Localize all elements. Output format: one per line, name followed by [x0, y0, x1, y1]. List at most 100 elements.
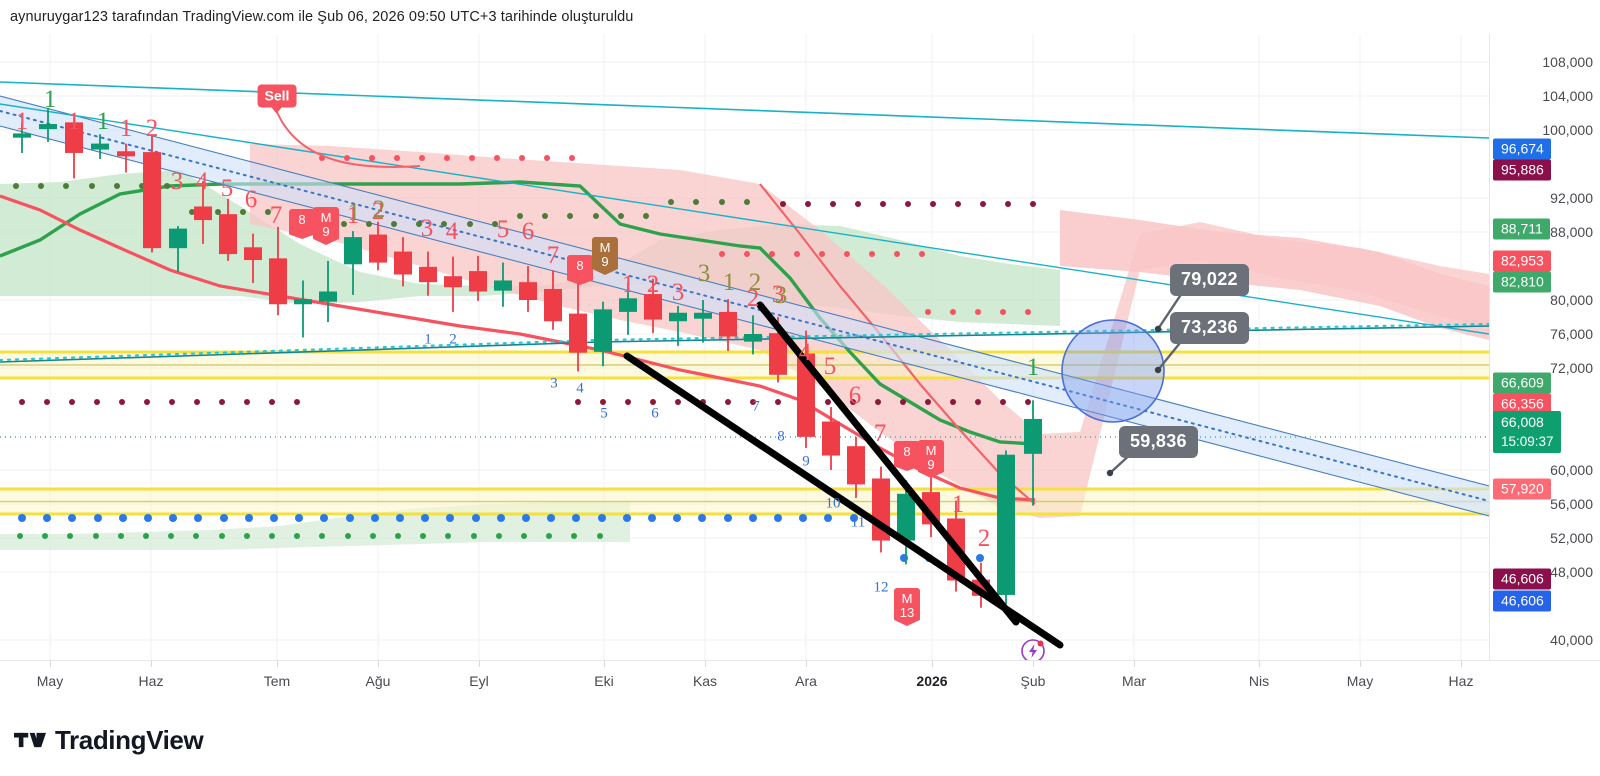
time-tick-mark — [277, 661, 278, 667]
candlestick — [344, 231, 362, 295]
time-tick-mark — [151, 661, 152, 667]
last-price-badge[interactable]: 66,008 15:09:37 — [1493, 411, 1561, 453]
time-tick-mark — [1134, 661, 1135, 667]
time-tick: Şub — [1020, 673, 1046, 689]
price-axis[interactable]: 108,000 104,000 100,000 92,000 88,000 80,000 7… — [1489, 34, 1600, 660]
candlestick — [294, 280, 312, 338]
price-tick: 88,000 — [1550, 224, 1593, 240]
candlestick — [117, 143, 135, 173]
time-tick: Tem — [263, 673, 291, 689]
time-axis[interactable]: May Haz Tem Ağu Eyl Eki Kas Ara 2026 Şub Mar Nis May… — [0, 660, 1600, 704]
time-tick: Ara — [795, 673, 817, 689]
td-badge-top: M — [320, 210, 332, 225]
time-tick: Eyl — [469, 673, 489, 689]
candlestick — [319, 260, 337, 323]
td-badge-bottom: 9 — [322, 224, 330, 239]
badge-66356[interactable]: 66,356 — [1493, 393, 1551, 415]
candlestick — [91, 134, 109, 159]
chart-credit-header: aynuruygar123 tarafından TradingView.com… — [0, 0, 1600, 34]
sar-dots-darkred-mid2 — [575, 399, 1031, 405]
sell-signal-arc — [276, 111, 421, 168]
candlestick — [469, 255, 487, 301]
candlestick — [569, 283, 587, 372]
trendline-black-2 — [756, 301, 1020, 626]
td-badge-top: M — [901, 591, 913, 606]
time-tick: May — [1346, 673, 1374, 689]
sar-dots-red-upper — [719, 251, 925, 257]
sar-dots-olive — [13, 183, 750, 227]
badge-82810[interactable]: 82,810 — [1493, 271, 1551, 293]
candlestick — [244, 233, 262, 283]
badge-46606-b[interactable]: 46,606 — [1493, 590, 1551, 612]
time-tick-mark — [378, 661, 379, 667]
candlestick — [39, 107, 57, 142]
td-badge-bottom: 9 — [601, 254, 609, 269]
callout-79022-leader — [1157, 289, 1185, 330]
time-tick-mark — [1461, 661, 1462, 667]
candlestick — [519, 266, 537, 312]
time-tick: May — [36, 673, 64, 689]
sell-signal-badge[interactable]: Sell — [257, 84, 297, 114]
candlestick — [847, 436, 865, 499]
last-price-value: 66,008 — [1501, 414, 1544, 430]
badge-66609[interactable]: 66,609 — [1493, 372, 1551, 394]
moving-average-green — [0, 180, 1036, 446]
sar-dots-red-mid — [925, 309, 1031, 315]
price-tick: 40,000 — [1550, 632, 1593, 648]
price-tick: 60,000 — [1550, 462, 1593, 478]
time-tick: Ağu — [365, 673, 391, 689]
time-tick: Haz — [1448, 673, 1474, 689]
time-tick: Mar — [1121, 673, 1147, 689]
candlestick — [822, 407, 840, 470]
time-tick: Haz — [138, 673, 164, 689]
footer: TradingView — [0, 704, 1600, 776]
td-badge-13: M 13 — [894, 588, 920, 626]
credit-text: aynuruygar123 tarafından TradingView.com… — [10, 9, 634, 25]
candlestick — [897, 480, 915, 565]
price-tick: 48,000 — [1550, 564, 1593, 580]
time-tick-mark — [604, 661, 605, 667]
candlestick — [13, 122, 31, 153]
badge-95886[interactable]: 95,886 — [1493, 159, 1551, 181]
candlestick — [143, 135, 161, 253]
price-tick: 92,000 — [1550, 190, 1593, 206]
candlestick — [169, 226, 187, 272]
time-tick-mark — [479, 661, 480, 667]
candlestick — [669, 305, 687, 346]
candlestick — [544, 270, 562, 330]
price-tick: 72,000 — [1550, 360, 1593, 376]
time-tick: Kas — [692, 673, 718, 689]
chart-canvas — [0, 34, 1489, 660]
time-tick-mark — [932, 661, 933, 667]
candlestick — [219, 198, 237, 261]
badge-88711[interactable]: 88,711 — [1493, 218, 1550, 240]
price-tick: 104,000 — [1542, 88, 1593, 104]
candlestick — [269, 226, 287, 316]
candlestick — [494, 262, 512, 307]
callout-59836[interactable]: 59,836 — [1119, 426, 1198, 458]
candlestick — [65, 116, 83, 179]
projection-circle — [1061, 319, 1165, 423]
badge-46606-a[interactable]: 46,606 — [1493, 568, 1551, 590]
sar-dots-darkred-mid — [19, 399, 300, 405]
callout-79022[interactable]: 79,022 — [1170, 264, 1249, 296]
grid-lines — [0, 34, 1489, 660]
candlestick — [594, 301, 612, 367]
candlestick — [719, 299, 737, 351]
candlestick — [619, 283, 637, 335]
badge-96674[interactable]: 96,674 — [1493, 138, 1551, 160]
candlestick — [694, 300, 712, 343]
sar-dots-green-lower — [17, 533, 603, 539]
td-badge-top: M — [925, 443, 937, 458]
callout-73236[interactable]: 73,236 — [1170, 312, 1249, 344]
price-tick: 56,000 — [1550, 496, 1593, 512]
td-badge-bottom: 9 — [927, 457, 935, 472]
price-tick: 76,000 — [1550, 326, 1593, 342]
badge-57920[interactable]: 57,920 — [1493, 478, 1551, 500]
badge-82953[interactable]: 82,953 — [1493, 250, 1551, 272]
